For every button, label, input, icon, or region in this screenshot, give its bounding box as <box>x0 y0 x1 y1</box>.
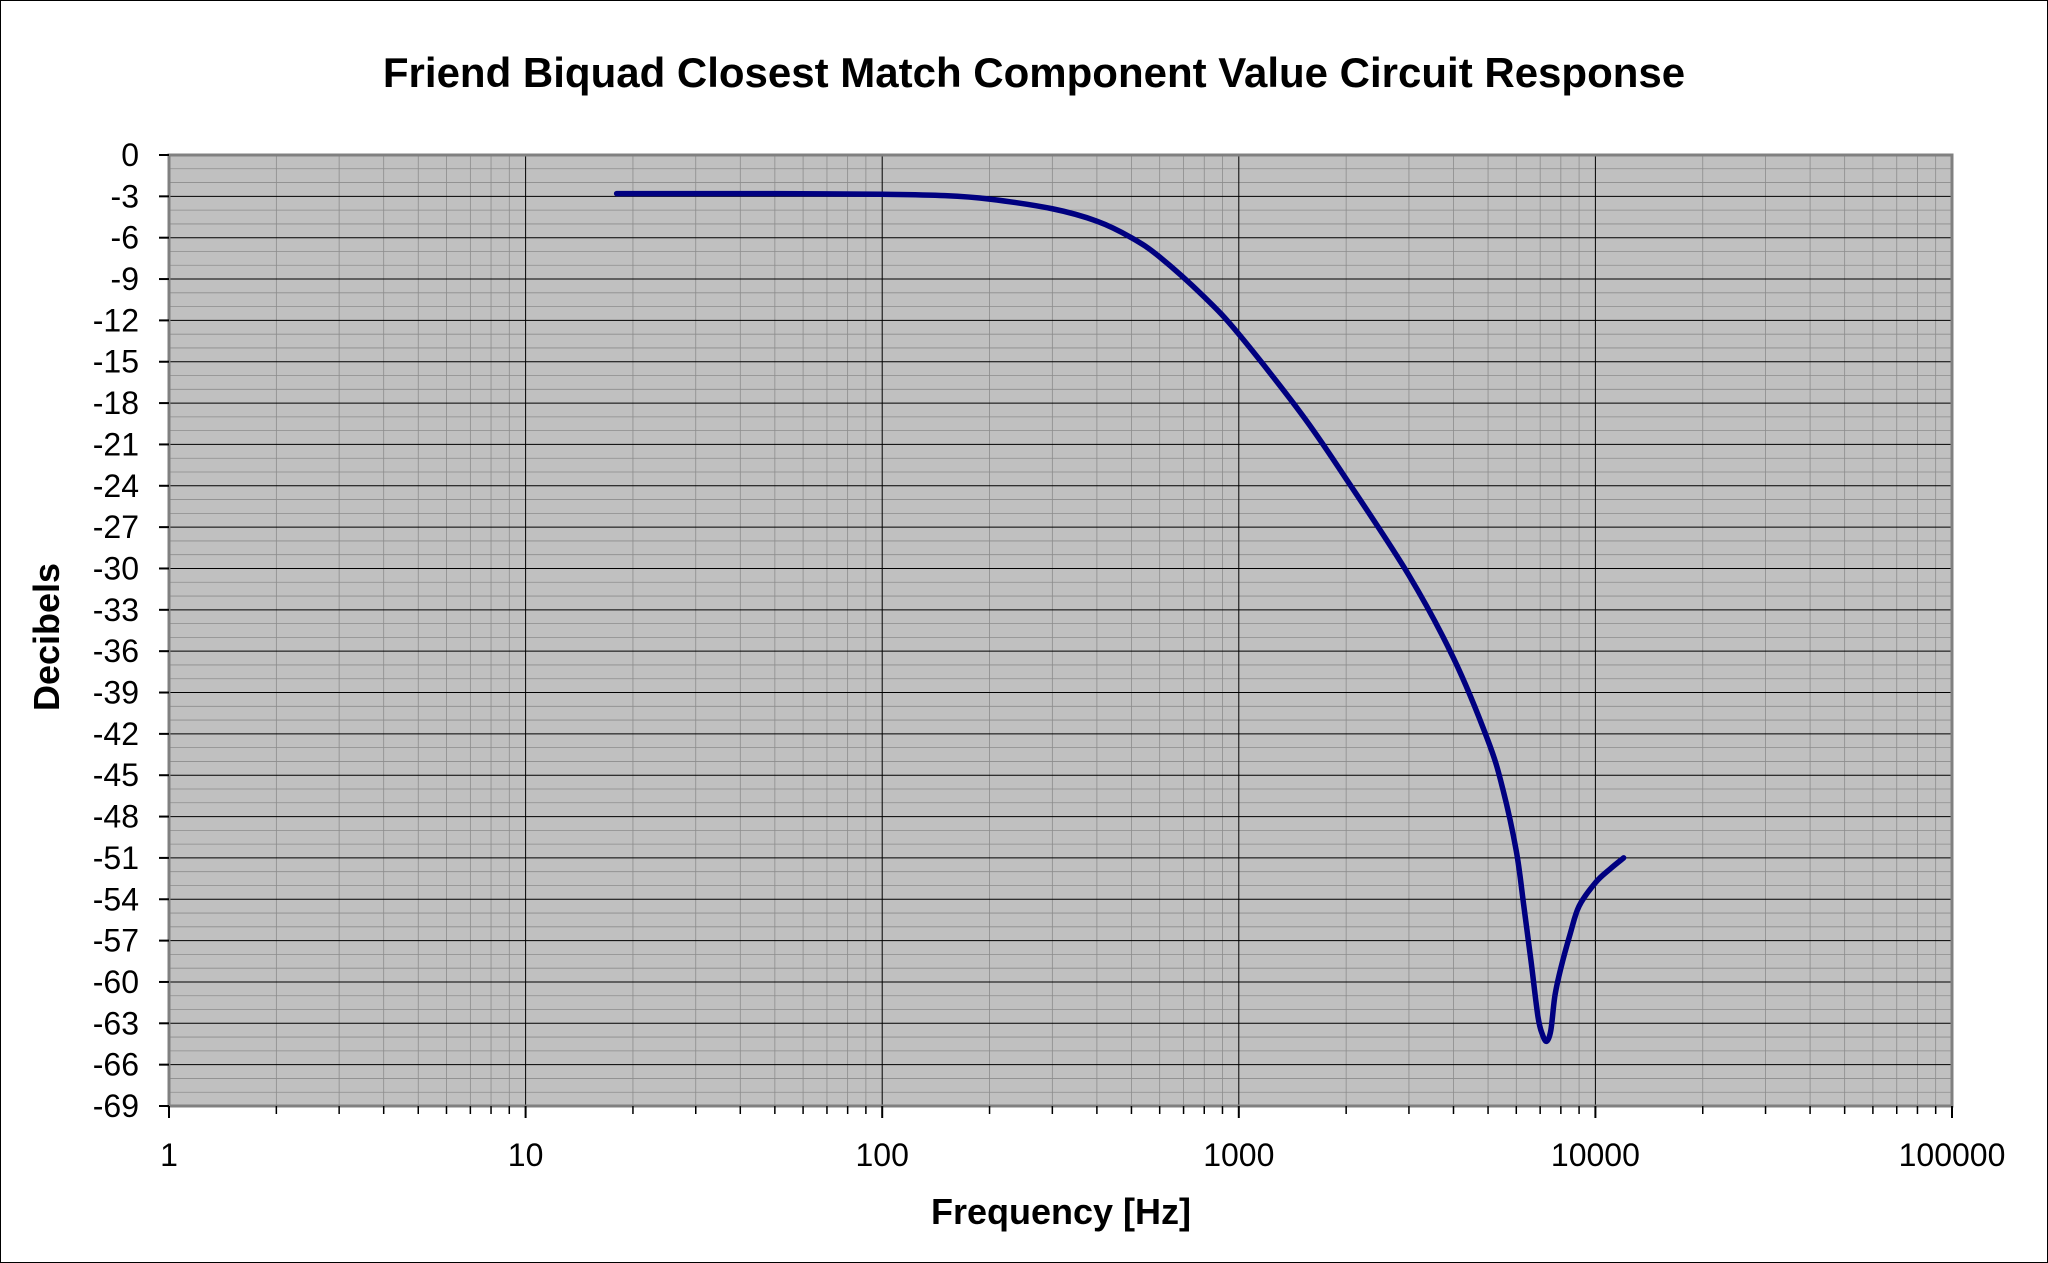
y-tick-label: -18 <box>93 385 139 421</box>
y-tick-label: -66 <box>93 1047 139 1083</box>
y-tick-label: -24 <box>93 468 139 504</box>
y-tick-label: -3 <box>111 178 139 214</box>
y-tick-label: -15 <box>93 344 139 380</box>
y-tick-label: -33 <box>93 592 139 628</box>
y-tick-label: -9 <box>111 261 139 297</box>
x-tick-label: 1000 <box>1203 1137 1274 1173</box>
y-tick-label: -51 <box>93 840 139 876</box>
tick-marks <box>159 154 1953 1118</box>
y-tick-label: -57 <box>93 923 139 959</box>
y-tick-label: -45 <box>93 757 139 793</box>
y-tick-label: -12 <box>93 302 139 338</box>
series-line <box>613 190 1627 1045</box>
x-tick-label: 100 <box>856 1137 909 1173</box>
y-tick-label: -27 <box>93 509 139 545</box>
x-tick-labels: 1 10 100 1000 10000 100000 <box>160 1137 2005 1173</box>
x-axis-title: Frequency [Hz] <box>931 1191 1191 1232</box>
chart-title: Friend Biquad Closest Match Component Va… <box>383 49 1685 96</box>
x-tick-label: 10 <box>508 1137 544 1173</box>
y-tick-label: -60 <box>93 964 139 1000</box>
y-tick-label: -39 <box>93 675 139 711</box>
y-tick-label: -48 <box>93 799 139 835</box>
x-tick-label: 100000 <box>1899 1137 2006 1173</box>
y-tick-label: -42 <box>93 716 139 752</box>
y-tick-label: -36 <box>93 633 139 669</box>
minor-gridlines <box>169 155 1952 1106</box>
x-tick-label: 1 <box>160 1137 178 1173</box>
y-tick-label: -21 <box>93 426 139 462</box>
y-tick-label: 0 <box>121 137 139 173</box>
y-tick-label: -69 <box>93 1088 139 1124</box>
y-tick-label: -30 <box>93 550 139 586</box>
x-tick-label: 10000 <box>1551 1137 1640 1173</box>
plot-area <box>169 155 1952 1106</box>
plot-border <box>167 153 1954 1108</box>
y-tick-label: -63 <box>93 1005 139 1041</box>
y-tick-labels: 0 -3 -6 -9 -12 -15 -18 -21 -24 -27 -30 -33 -36 -39 -42… <box>93 137 139 1124</box>
y-tick-label: -54 <box>93 881 139 917</box>
y-axis-title: Decibels <box>26 563 67 711</box>
y-tick-label: -6 <box>111 220 139 256</box>
